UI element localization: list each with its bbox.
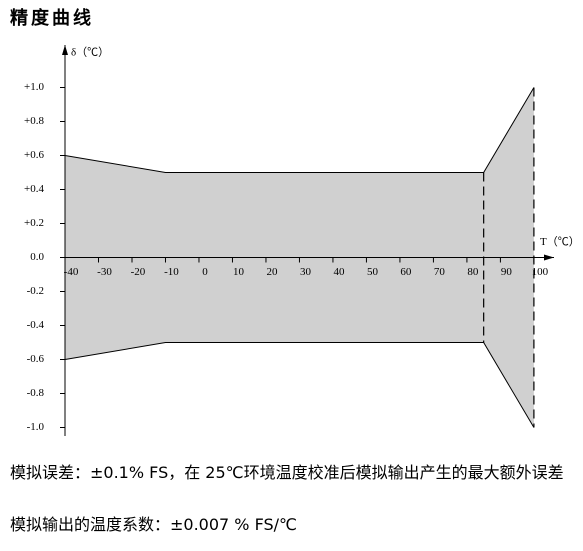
y-arrow <box>62 45 68 55</box>
x-tick-label: 60 <box>400 266 412 278</box>
x-tick-label: -10 <box>164 266 179 278</box>
x-arrow <box>544 254 554 261</box>
boundary-line <box>64 87 535 173</box>
note: 模拟输出的温度系数：±0.007 % FS/℃ <box>10 515 298 534</box>
x-tick-label: -30 <box>97 266 112 278</box>
x-tick-label: 40 <box>333 266 345 278</box>
y-tick-label: +0.2 <box>24 217 44 229</box>
y-tick-label: +0.4 <box>24 183 44 195</box>
x-tick-label: 30 <box>300 266 312 278</box>
x-tick-label: 10 <box>233 266 245 278</box>
y-tick-label: -0.4 <box>27 319 45 331</box>
y-tick-label: +1.0 <box>24 81 44 93</box>
y-axis-label: δ（℃） <box>71 46 109 59</box>
note: 模拟误差：±0.1% FS，在 25℃环境温度校准后模拟输出产生的最大额外误差 <box>10 463 564 482</box>
x-tick-label: 20 <box>266 266 278 278</box>
y-tick-label: +0.8 <box>24 115 44 127</box>
x-tick-label: 100 <box>532 266 549 278</box>
boundary-line <box>64 342 535 428</box>
x-tick-label: 0 <box>202 266 208 278</box>
x-tick-label: 80 <box>467 266 479 278</box>
y-tick-label: -0.8 <box>27 387 45 399</box>
x-tick-label: -20 <box>131 266 146 278</box>
x-tick-label: 90 <box>501 266 513 278</box>
x-tick-label: 70 <box>434 266 446 278</box>
y-tick-label: -0.6 <box>27 353 45 365</box>
x-axis-label: T（℃） <box>540 235 580 248</box>
y-tick-label: +0.6 <box>24 149 44 161</box>
y-tick-label: -0.2 <box>27 285 44 297</box>
y-tick-label: -1.0 <box>27 421 45 433</box>
x-tick-label: -40 <box>64 266 79 278</box>
y-tick-label: 0.0 <box>30 251 44 263</box>
chart-title: 精度曲线 <box>10 8 94 29</box>
chart: δ（℃） T（℃） +1.0 +0.8 +0.6 +0.4 +0.2 0.0 -0.2 -0.4 -… <box>24 45 580 436</box>
x-tick-label: 50 <box>367 266 379 278</box>
